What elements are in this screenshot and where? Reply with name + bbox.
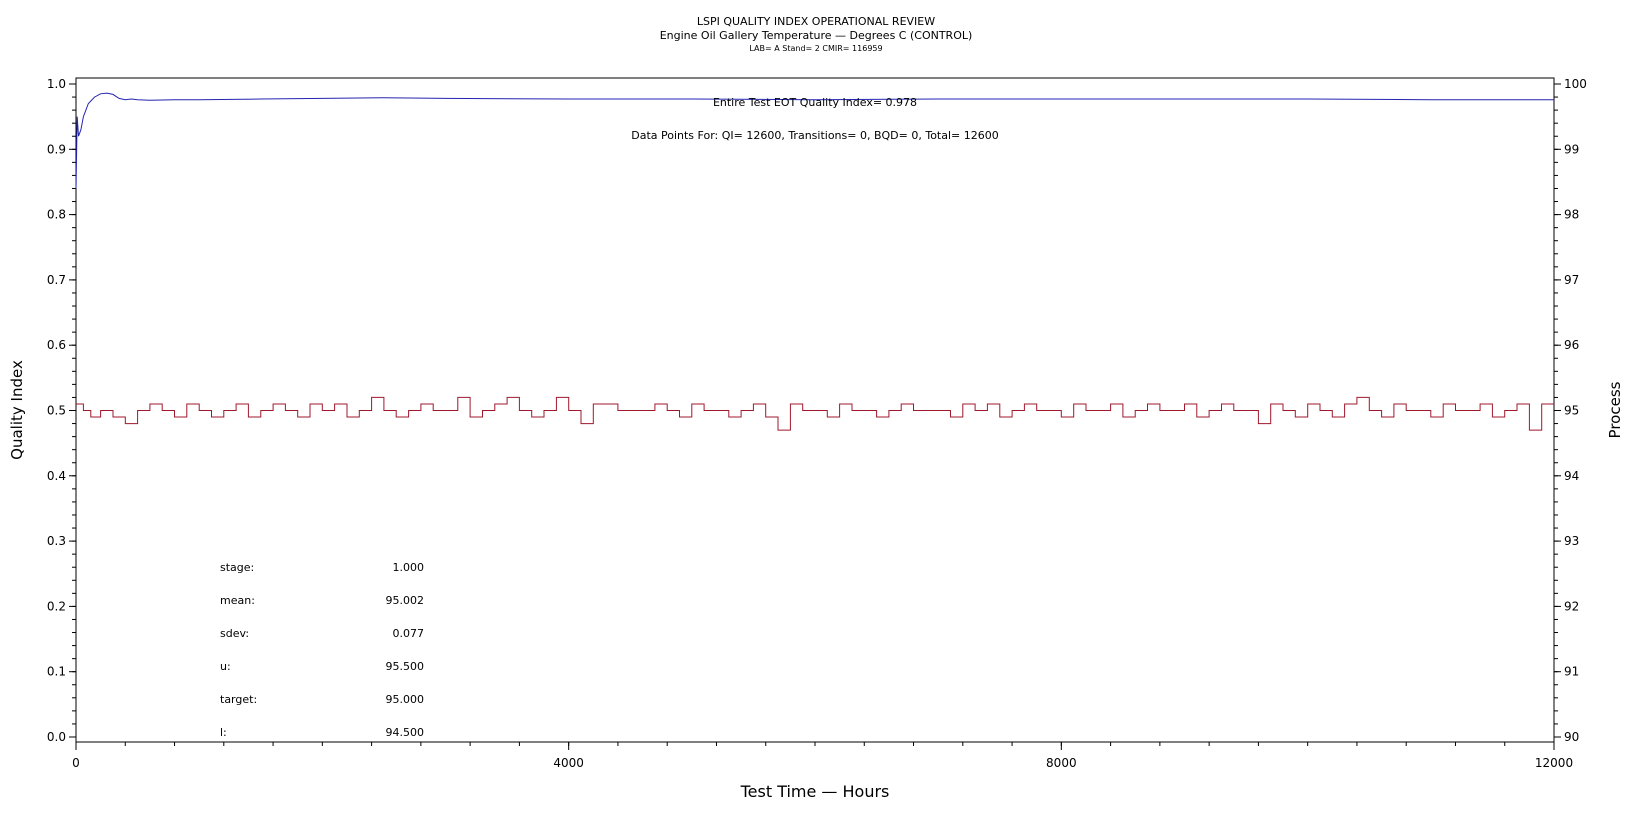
stat-value: 94.500 (386, 726, 425, 739)
y-tick-label: 0.8 (47, 208, 66, 222)
y-tick-label: 0.7 (47, 273, 66, 287)
y-tick-label: 0.1 (47, 665, 66, 679)
points-annotation: Data Points For: QI= 12600, Transitions=… (631, 129, 999, 142)
x-tick-label: 0 (72, 756, 80, 770)
stat-value: 95.500 (386, 660, 425, 673)
stat-label: mean: (220, 594, 255, 607)
stats-block: stage: 1.000 mean: 95.002 sdev: 0.077 u: 95.500… (220, 561, 424, 739)
stat-value: 1.000 (393, 561, 425, 574)
y-tick-label: 0.9 (47, 142, 66, 156)
stat-label: u: (220, 660, 231, 673)
y2-tick-label: 95 (1564, 404, 1579, 418)
y-tick-label: 1.0 (47, 77, 66, 91)
y2-tick-label: 90 (1564, 730, 1579, 744)
y2-tick-label: 91 (1564, 665, 1579, 679)
stat-value: 95.002 (386, 594, 425, 607)
stat-value: 0.077 (393, 627, 425, 640)
qi-annotation: Entire Test EOT Quality Index= 0.978 (713, 96, 917, 109)
chart-title: LSPI QUALITY INDEX OPERATIONAL REVIEW (697, 15, 935, 28)
y2-tick-label: 96 (1564, 338, 1579, 352)
stat-label: l: (220, 726, 227, 739)
stat-label: target: (220, 693, 257, 706)
y2-tick-label: 99 (1564, 142, 1579, 156)
axes: 0.0 0.1 0.2 0.3 0.4 0.5 0.6 0.7 0.8 0.9 1.0 90 91 92 9… (47, 77, 1587, 770)
y2-tick-label: 94 (1564, 469, 1579, 483)
y2-tick-label: 98 (1564, 208, 1579, 222)
y2-tick-label: 100 (1564, 77, 1587, 91)
y-tick-label: 0.0 (47, 730, 66, 744)
chart-meta: LAB= A Stand= 2 CMIR= 116959 (749, 44, 882, 53)
y2-tick-label: 93 (1564, 534, 1579, 548)
quality-index-line (75, 92, 1554, 189)
y-tick-label: 0.4 (47, 469, 66, 483)
chart-subtitle: Engine Oil Gallery Temperature — Degrees… (660, 29, 973, 42)
y-tick-label: 0.2 (47, 599, 66, 613)
x-tick-label: 8000 (1046, 756, 1077, 770)
y-tick-label: 0.3 (47, 534, 66, 548)
x-tick-label: 4000 (553, 756, 584, 770)
y-axis-label: Quality Index (8, 360, 26, 460)
stat-label: sdev: (220, 627, 249, 640)
stat-label: stage: (220, 561, 254, 574)
x-axis-label: Test Time — Hours (740, 782, 890, 801)
process-line (76, 396, 1554, 431)
y-tick-label: 0.5 (47, 404, 66, 418)
y2-tick-label: 92 (1564, 599, 1579, 613)
y2-axis-label: Process (1606, 381, 1624, 438)
series-layer (75, 92, 1554, 431)
x-tick-label: 12000 (1535, 756, 1573, 770)
y-tick-label: 0.6 (47, 338, 66, 352)
y2-tick-label: 97 (1564, 273, 1579, 287)
stat-value: 95.000 (386, 693, 425, 706)
